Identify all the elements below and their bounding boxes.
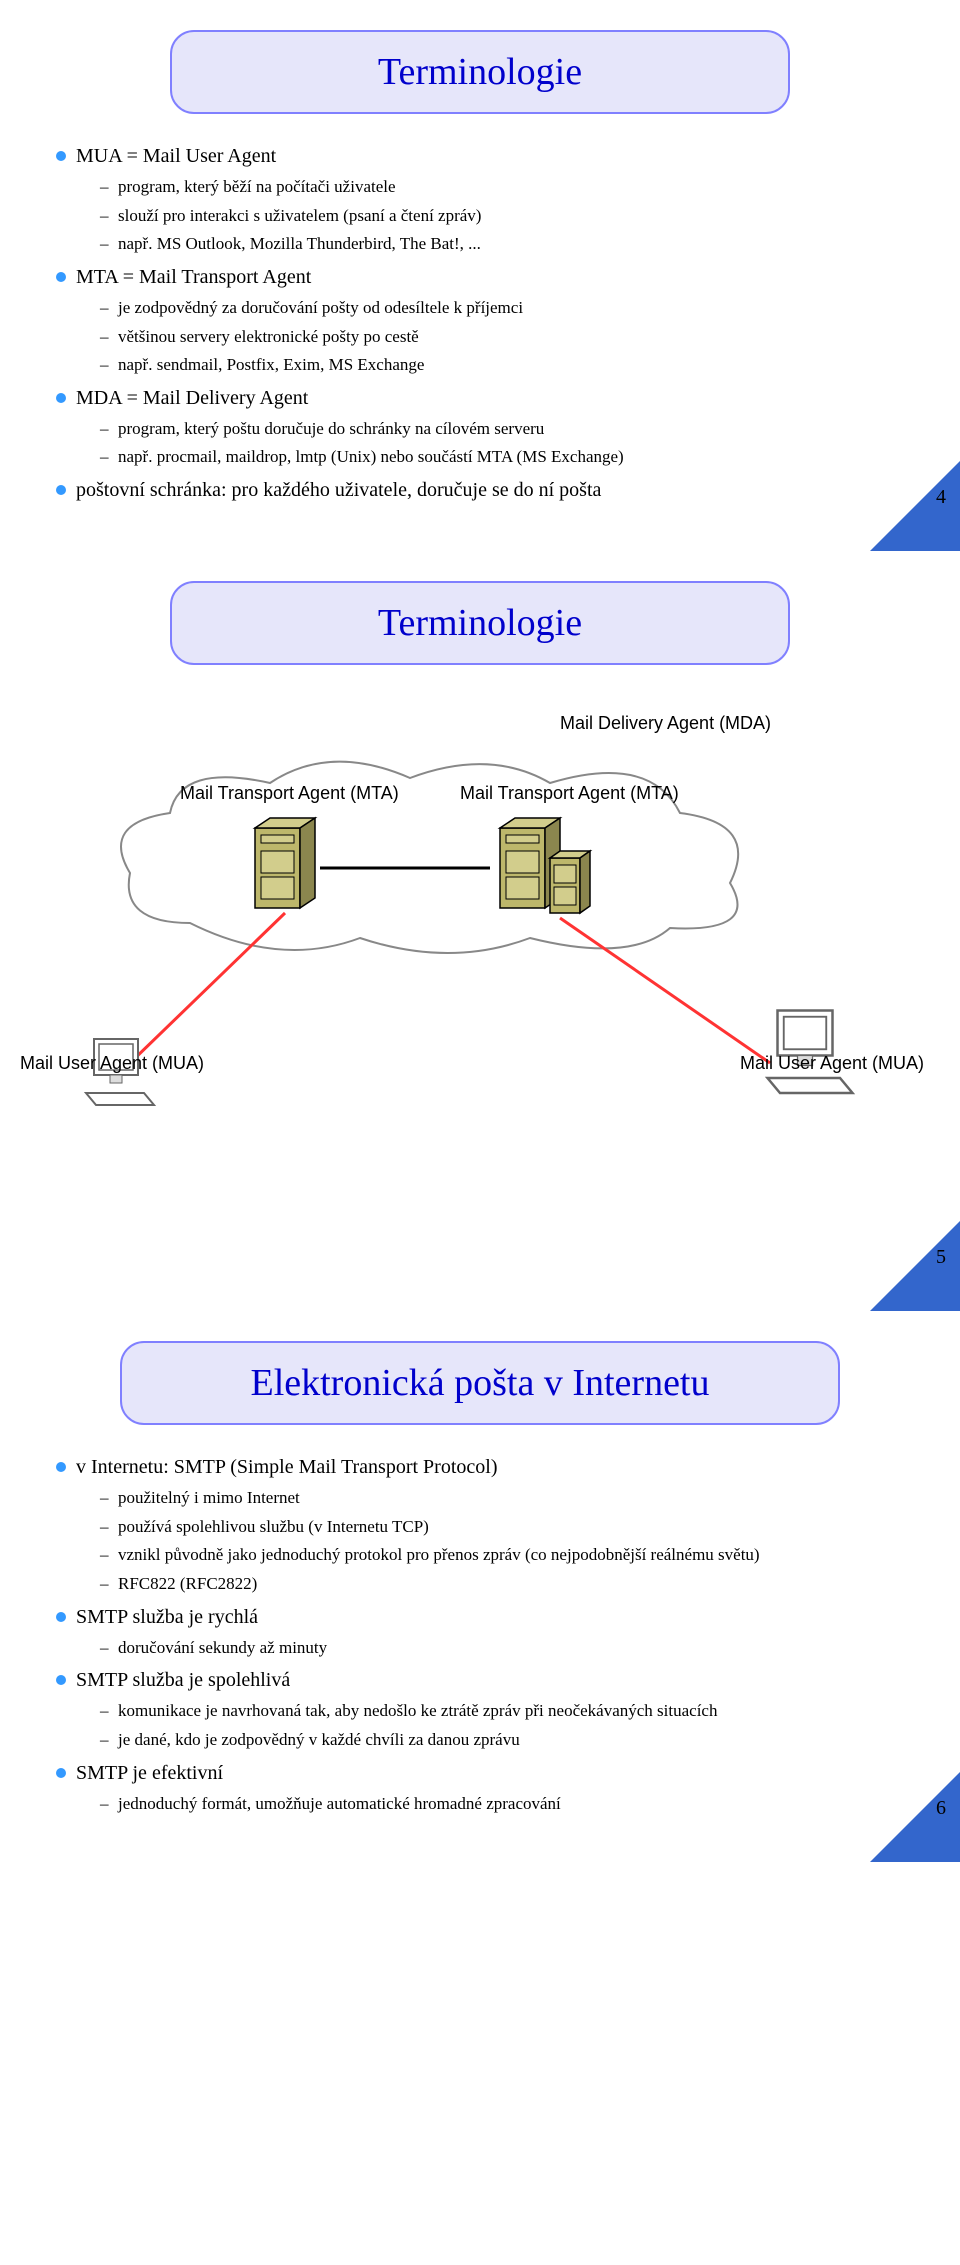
diagram: Mail Delivery Agent (MDA) Mail Transport… <box>60 693 900 1113</box>
page-number: 6 <box>936 1797 946 1820</box>
sub-item: jednoduchý formát, umožňuje automatické … <box>76 1792 910 1817</box>
sub-item: slouží pro interakci s uživatelem (psaní… <box>76 204 910 229</box>
sub-item: většinou servery elektronické pošty po c… <box>76 325 910 350</box>
slide-1: Terminologie MUA = Mail User Agent progr… <box>0 0 960 551</box>
page-number: 5 <box>936 1246 946 1269</box>
sub-list: jednoduchý formát, umožňuje automatické … <box>76 1792 910 1817</box>
sub-item: program, který běží na počítači uživatel… <box>76 175 910 200</box>
sub-item: např. sendmail, Postfix, Exim, MS Exchan… <box>76 353 910 378</box>
item-label: v Internetu: SMTP (Simple Mail Transport… <box>76 1456 497 1478</box>
item-label: MTA = Mail Transport Agent <box>76 266 311 288</box>
sub-item: komunikace je navrhovaná tak, aby nedošl… <box>76 1699 910 1724</box>
list-item: MTA = Mail Transport Agent je zodpovědný… <box>50 263 910 378</box>
sub-list: je zodpovědný za doručování pošty od ode… <box>76 296 910 378</box>
slide-title-pill: Terminologie <box>170 581 790 665</box>
sub-item: je zodpovědný za doručování pošty od ode… <box>76 296 910 321</box>
slide-title: Terminologie <box>378 602 582 644</box>
list-item: poštovní schránka: pro každého uživatele… <box>50 476 910 505</box>
server-cabinet-icon <box>245 813 325 913</box>
mta-label: Mail Transport Agent (MTA) <box>460 783 679 804</box>
sub-item: používá spolehlivou službu (v Internetu … <box>76 1515 910 1540</box>
sub-list: doručování sekundy až minuty <box>76 1636 910 1661</box>
server-cabinet-icon <box>490 813 600 923</box>
page-number: 4 <box>936 486 946 509</box>
sub-item: např. procmail, maildrop, lmtp (Unix) ne… <box>76 445 910 470</box>
corner-triangle <box>870 1772 960 1862</box>
mda-label: Mail Delivery Agent (MDA) <box>560 713 771 734</box>
bullet-list: v Internetu: SMTP (Simple Mail Transport… <box>50 1453 910 1816</box>
sub-item: použitelný i mimo Internet <box>76 1486 910 1511</box>
list-item: SMTP služba je rychlá doručování sekundy… <box>50 1603 910 1661</box>
slide-3: Elektronická pošta v Internetu v Interne… <box>0 1311 960 1862</box>
slide-2: Terminologie <box>0 551 960 1311</box>
item-label: SMTP služba je rychlá <box>76 1606 258 1628</box>
list-item: MUA = Mail User Agent program, který běž… <box>50 142 910 257</box>
sub-item: RFC822 (RFC2822) <box>76 1572 910 1597</box>
sub-item: vznikl původně jako jednoduchý protokol … <box>76 1543 910 1568</box>
item-label: MUA = Mail User Agent <box>76 145 276 167</box>
sub-item: program, který poštu doručuje do schránk… <box>76 417 910 442</box>
mta-label: Mail Transport Agent (MTA) <box>180 783 399 804</box>
list-item: SMTP je efektivní jednoduchý formát, umo… <box>50 1759 910 1817</box>
corner-triangle <box>870 1221 960 1311</box>
list-item: SMTP služba je spolehlivá komunikace je … <box>50 1666 910 1752</box>
item-label: SMTP je efektivní <box>76 1762 223 1784</box>
list-item: MDA = Mail Delivery Agent program, který… <box>50 384 910 470</box>
item-label: MDA = Mail Delivery Agent <box>76 387 308 409</box>
slide-title: Terminologie <box>378 51 582 93</box>
item-label: poštovní schránka: pro každého uživatele… <box>76 479 601 501</box>
mua-label: Mail User Agent (MUA) <box>740 1053 924 1074</box>
sub-item: je dané, kdo je zodpovědný v každé chvíl… <box>76 1728 910 1753</box>
bullet-list: MUA = Mail User Agent program, který běž… <box>50 142 910 505</box>
sub-list: komunikace je navrhovaná tak, aby nedošl… <box>76 1699 910 1752</box>
sub-list: program, který běží na počítači uživatel… <box>76 175 910 257</box>
corner-triangle <box>870 461 960 551</box>
sub-list: program, který poštu doručuje do schránk… <box>76 417 910 470</box>
sub-item: doručování sekundy až minuty <box>76 1636 910 1661</box>
slide-title-pill: Elektronická pošta v Internetu <box>120 1341 840 1425</box>
mua-label: Mail User Agent (MUA) <box>20 1053 204 1074</box>
item-label: SMTP služba je spolehlivá <box>76 1669 290 1691</box>
sub-list: použitelný i mimo Internet používá spole… <box>76 1486 910 1597</box>
slide-title-pill: Terminologie <box>170 30 790 114</box>
sub-item: např. MS Outlook, Mozilla Thunderbird, T… <box>76 232 910 257</box>
slide-title: Elektronická pošta v Internetu <box>250 1362 709 1404</box>
list-item: v Internetu: SMTP (Simple Mail Transport… <box>50 1453 910 1597</box>
